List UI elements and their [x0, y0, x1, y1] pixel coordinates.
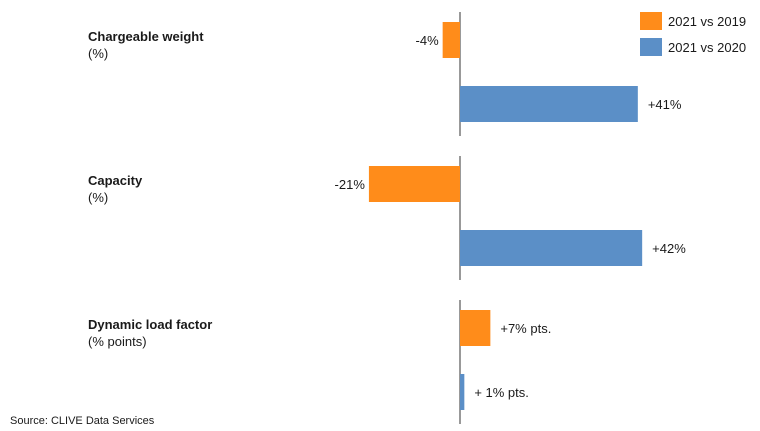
group-unit: (% points): [88, 334, 147, 349]
group-title: Capacity: [88, 173, 143, 188]
source-note: Source: CLIVE Data Services: [10, 415, 155, 427]
bar-series-2-group-2: [460, 230, 643, 266]
legend-item-series-2: 2021 vs 2020: [640, 38, 746, 56]
legend-label: 2021 vs 2020: [668, 39, 747, 55]
data-label-series-1-group-2: -21%: [335, 177, 366, 192]
legend-label: 2021 vs 2019: [668, 13, 747, 29]
legend-swatch: [640, 38, 662, 56]
bar-series-2-group-1: [460, 86, 638, 122]
bar-series-1-group-2: [368, 166, 460, 202]
group-title: Chargeable weight: [88, 29, 204, 44]
group-title: Dynamic load factor: [88, 317, 213, 332]
bar-series-1-group-1: [442, 22, 460, 58]
group-label-chargeable-weight: Chargeable weight (%): [88, 28, 204, 62]
group-label-dynamic-load-factor: Dynamic load factor (% points): [88, 316, 212, 350]
data-label-series-1-group-3: +7% pts.: [500, 321, 551, 336]
data-label-series-2-group-2: +42%: [652, 241, 686, 256]
bar-series-2-group-3: [460, 374, 465, 410]
group-unit: (%): [88, 46, 109, 61]
group-label-capacity: Capacity (%): [88, 172, 142, 206]
legend-item-series-1: 2021 vs 2019: [640, 12, 746, 30]
legend-swatch: [640, 12, 662, 30]
bar-series-1-group-3: [460, 310, 491, 346]
data-label-series-2-group-3: + 1% pts.: [474, 385, 529, 400]
data-label-series-1-group-1: -4%: [416, 33, 440, 48]
legend: 2021 vs 2019 2021 vs 2020: [640, 12, 746, 64]
data-label-series-2-group-1: +41%: [648, 97, 682, 112]
group-unit: (%): [88, 190, 109, 205]
